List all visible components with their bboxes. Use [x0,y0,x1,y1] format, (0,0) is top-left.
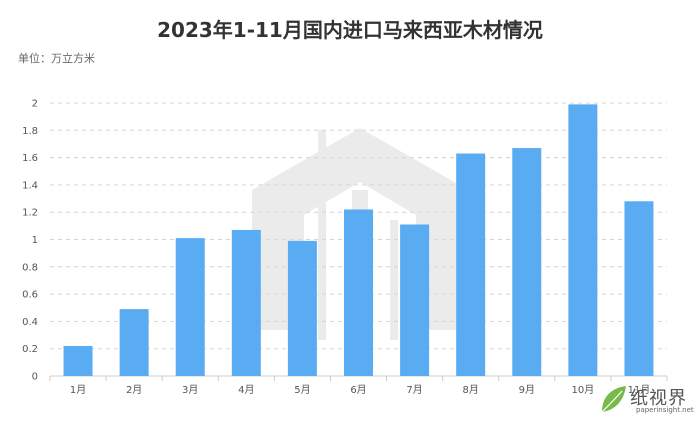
bar [512,148,542,376]
bar [231,229,261,376]
y-tick-label: 0 [32,372,38,383]
y-tick-label: 1.2 [22,208,38,219]
unit-label: 单位：万立方米 [18,52,95,65]
x-tick-label: 4月 [238,384,254,396]
y-tick-label: 2 [32,99,38,110]
brand-name: 纸视界 [630,388,687,409]
x-tick-label: 11月 [628,384,651,396]
leaf-logo-icon [601,386,626,413]
bar [63,345,93,376]
y-tick-label: 1.6 [22,153,38,164]
bar [344,209,373,376]
brand-watermark: 纸视界 paperinsight.net [598,382,698,418]
chart-title: 2023年1-11月国内进口马来西亚木材情况 [157,18,543,42]
brand-url: paperinsight.net [636,406,694,414]
x-tick-label: 10月 [571,384,594,396]
x-tick-label: 2月 [126,384,142,396]
bar [568,104,598,377]
y-tick-label: 0.2 [22,344,38,355]
x-tick-label: 8月 [462,384,478,396]
bar [624,201,654,376]
bar [119,309,149,376]
x-tick-label: 9月 [519,384,535,396]
x-tick-label: 1月 [70,384,86,396]
y-tick-label: 1.8 [22,126,38,137]
bar [287,240,317,376]
y-tick-label: 0.6 [22,290,38,301]
y-tick-label: 0.8 [22,262,38,273]
x-tick-label: 7月 [406,384,422,396]
x-tick-label: 3月 [182,384,198,396]
bar [400,224,430,376]
bar [456,153,486,376]
y-tick-label: 1 [32,235,38,246]
bar [175,238,205,376]
y-tick-label: 0.4 [22,317,38,328]
x-tick-label: 6月 [350,384,366,396]
y-tick-label: 1.4 [22,180,38,191]
x-tick-label: 5月 [294,384,310,396]
